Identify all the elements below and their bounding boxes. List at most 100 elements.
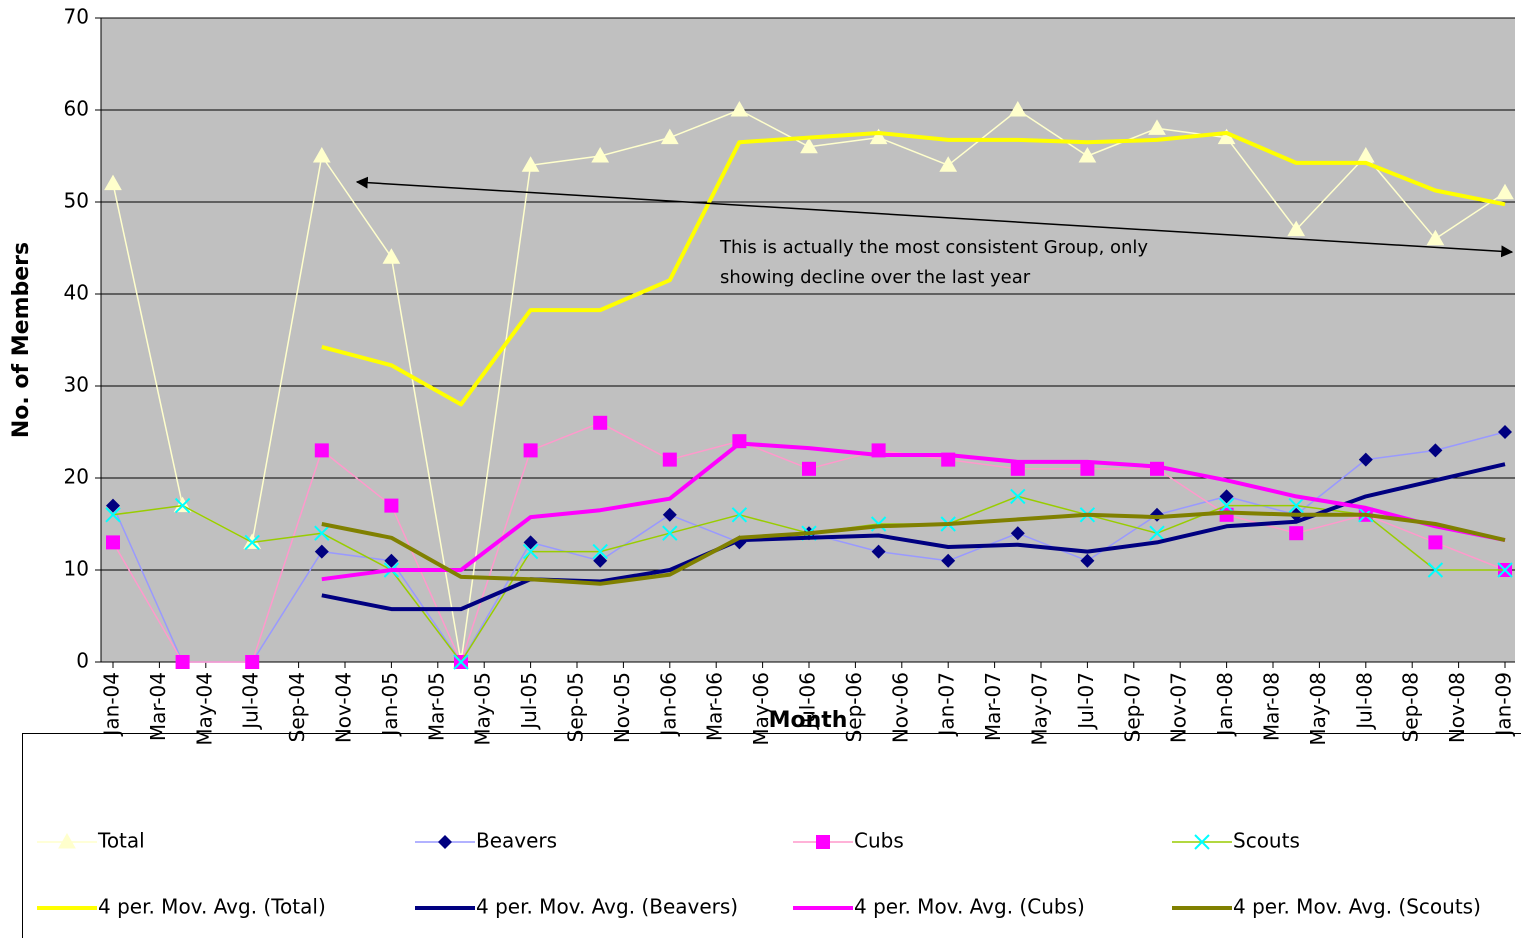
series-line [321,462,1506,612]
marker [105,507,121,523]
marker [662,452,677,467]
x-tick-label: Jan-09 [1492,672,1516,738]
legend: Total Beavers Cubs Scouts 4 per. Mov. Avg. (… [22,733,1521,938]
x-tick-label: Mar-06 [703,672,727,741]
marker [453,654,469,670]
x-tick-label: Nov-05 [610,672,634,743]
y-tick-label: 20 [64,465,89,489]
marker [1428,535,1443,550]
marker [1498,425,1512,439]
x-tick-label: Jan-05 [378,672,402,738]
x-tick-label: Jan-06 [656,672,680,738]
legend-label: 4 per. Mov. Avg. (Beavers) [476,895,738,919]
marker [731,507,748,523]
x-tick-label: Mar-08 [1260,672,1284,741]
plot-area [95,17,1515,670]
marker [1497,562,1513,578]
legend-label: 4 per. Mov. Avg. (Total) [98,895,326,919]
marker [1194,834,1210,850]
marker [175,655,190,669]
marker [384,498,399,513]
marker [438,835,452,849]
x-tick-label: Jan-04 [100,672,124,738]
marker [522,543,539,560]
marker [591,146,610,163]
marker [1288,497,1304,514]
x-axis-title: Month [769,708,848,733]
marker [802,461,816,476]
x-tick-label: May-06 [749,672,773,746]
y-tick-label: 60 [64,97,89,121]
marker [662,507,677,522]
x-tick-label: Jan-08 [1213,672,1237,738]
x-tick-label: May-08 [1306,672,1330,746]
marker [104,174,122,191]
x-tick-label: Nov-06 [888,672,912,743]
marker [871,544,886,559]
marker [1080,461,1095,476]
y-tick-label: 30 [64,373,89,397]
x-tick-label: Jul-07 [1074,672,1098,731]
y-tick-label: 40 [64,281,89,305]
marker [939,156,958,172]
marker [800,137,818,154]
legend-label: Beavers [476,829,557,853]
marker [1427,562,1444,578]
marker [1010,488,1026,505]
marker [1008,100,1027,117]
legend-label: Total [97,829,145,853]
x-tick-label: Sep-08 [1399,672,1423,742]
marker [523,443,538,458]
legend-label: Cubs [854,829,904,853]
x-tick-label: Sep-04 [285,672,309,742]
marker [593,553,608,568]
x-tick-label: Sep-06 [842,672,866,742]
y-tick-label: 70 [64,5,89,29]
series-line [321,131,1506,407]
marker [1218,497,1235,514]
marker [1358,452,1373,467]
plot-background [101,18,1515,662]
x-tick-label: Jul-05 [517,672,541,731]
x-tick-label: Sep-05 [564,672,588,742]
marker [1149,525,1165,541]
marker [314,525,330,541]
y-tick-label: 0 [76,649,89,673]
marker [592,543,608,560]
marker [312,146,331,163]
series-line [321,510,1506,586]
x-tick-label: Nov-04 [332,672,356,743]
marker [521,156,540,172]
legend-label: 4 per. Mov. Avg. (Scouts) [1233,895,1481,919]
x-tick-label: Nov-07 [1167,672,1191,743]
legend-label: Scouts [1233,829,1300,853]
marker [174,497,191,514]
marker [523,535,538,550]
marker [314,443,329,458]
annotation: This is actually the most consistent Gro… [719,237,1148,258]
marker [1010,526,1025,541]
x-tick-label: Nov-08 [1445,672,1469,743]
marker [869,128,888,145]
x-tick-label: May-04 [192,672,216,746]
x-tick-label: Mar-04 [146,672,170,741]
marker [245,655,260,669]
x-tick-label: Jul-04 [239,672,263,731]
x-tick-label: Mar-05 [424,672,448,741]
marker [1428,443,1443,458]
marker [593,415,608,430]
series-line [321,441,1506,582]
annotation: showing decline over the last year [720,267,1031,288]
marker [314,544,329,559]
marker [1010,461,1025,476]
marker [941,553,956,568]
marker [1078,146,1097,163]
marker [106,498,120,513]
x-tick-label: Mar-07 [981,672,1005,741]
x-tick-label: Jul-08 [1352,672,1376,731]
y-axis-title: No. of Members [9,242,34,438]
x-tick-label: May-07 [1028,672,1052,746]
marker [660,128,679,145]
annotation-arrow [355,176,1514,258]
